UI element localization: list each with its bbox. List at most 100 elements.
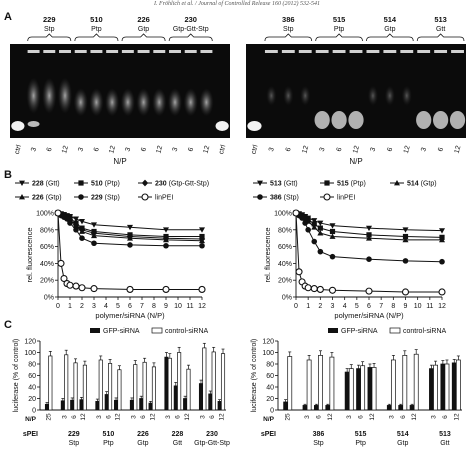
- group-bracket: [168, 33, 213, 42]
- y-tick-label: 120: [262, 339, 274, 346]
- np-tick-label: 12: [453, 413, 460, 421]
- data-point: [311, 238, 318, 245]
- data-point: [73, 222, 79, 228]
- lane-label: ctrl: [250, 144, 259, 155]
- legend-swatch-gfp: [90, 328, 100, 333]
- x-tick-label: 2: [80, 303, 84, 310]
- legend-marker: [19, 180, 25, 186]
- y-axis-label: rel. fluorescence: [263, 227, 272, 282]
- legend-label: 515 (Ptp): [337, 181, 366, 188]
- group-id: 515: [333, 15, 346, 24]
- gel-well: [434, 50, 448, 53]
- data-point: [311, 221, 317, 227]
- data-point: [438, 288, 446, 296]
- data-point: [67, 220, 73, 226]
- gel-smear: [105, 88, 120, 117]
- series-line: [57, 212, 202, 290]
- x-tick-label: 2: [318, 303, 322, 310]
- legend-label: GFP-siRNA: [341, 328, 378, 335]
- legend-id: 230: [155, 181, 169, 188]
- y-tick-label: 100: [24, 350, 36, 357]
- legend-id: 515: [337, 181, 351, 188]
- lane-label: 6: [336, 147, 344, 153]
- gel-band: [348, 111, 364, 129]
- lane-label: 3: [30, 147, 38, 153]
- legend-label: 228 (Gtt): [32, 181, 60, 188]
- data-point: [317, 220, 324, 227]
- bar-gfp-sirna: [283, 401, 289, 411]
- lane-label: ctrl: [14, 144, 23, 155]
- gel-smear: [283, 85, 294, 106]
- bar-control-sirna: [220, 353, 226, 411]
- lane-label: 12: [403, 145, 412, 154]
- data-point: [310, 285, 318, 293]
- bar-gfp-sirna: [302, 405, 308, 411]
- np-tick-label: 6: [71, 415, 78, 419]
- data-point: [54, 209, 62, 217]
- data-point: [163, 227, 169, 233]
- data-point: [302, 220, 308, 226]
- gel-smear: [183, 88, 198, 117]
- np-tick-label: 12: [149, 413, 156, 421]
- data-point: [127, 242, 133, 248]
- data-point: [66, 281, 74, 289]
- y-tick-label: 0: [32, 408, 36, 415]
- gel-smear: [266, 85, 277, 106]
- legend-name: (Gtp): [46, 195, 62, 202]
- data-point: [127, 235, 133, 241]
- data-point: [199, 242, 205, 249]
- bar-control-sirna: [318, 355, 323, 411]
- group-sublabel: Gtp-Gtt-Stp: [194, 440, 230, 447]
- bar-control-sirna: [64, 354, 69, 411]
- data-point: [199, 227, 205, 233]
- panel-label-a: A: [4, 11, 12, 23]
- group-id: 230: [184, 15, 197, 24]
- data-point: [91, 240, 97, 247]
- gel-smear: [136, 88, 151, 117]
- group-sublabel: Ptp: [103, 440, 114, 447]
- bar-gfp-sirna: [217, 401, 222, 411]
- gel-well: [153, 50, 166, 53]
- bar-control-sirna: [98, 359, 103, 411]
- data-point: [366, 235, 372, 241]
- np-tick-label: 3: [388, 415, 395, 419]
- gel-well: [417, 50, 431, 53]
- group-label: 510: [103, 431, 115, 438]
- y-tick-label: 80%: [40, 227, 54, 234]
- data-point: [199, 237, 205, 244]
- group-bracket: [74, 33, 119, 42]
- legend-marker: [19, 194, 25, 200]
- data-point: [299, 215, 305, 221]
- x-tick-label: 5: [116, 303, 120, 310]
- x-tick-label: 10: [174, 303, 182, 310]
- x-axis-label: polymer/siRNA (N/P): [334, 311, 404, 320]
- y-tick-label: 100%: [274, 211, 292, 218]
- data-point: [305, 227, 311, 233]
- data-point: [198, 285, 206, 293]
- data-point: [163, 236, 169, 243]
- x-tick-label: 7: [379, 303, 383, 310]
- data-point: [439, 258, 445, 265]
- gel-well: [451, 50, 464, 53]
- y-tick-label: 80%: [278, 227, 292, 234]
- bar-gfp-sirna: [356, 368, 361, 411]
- lane-label: 12: [301, 145, 310, 154]
- bar-gfp-sirna: [173, 385, 178, 411]
- gel-smear: [120, 88, 135, 117]
- legend-id: 228: [32, 181, 46, 188]
- legend-name: (Stp): [284, 195, 299, 202]
- gel-well: [366, 50, 380, 53]
- gel-smear: [152, 88, 167, 117]
- bar-control-sirna: [108, 363, 113, 411]
- x-tick-label: 8: [391, 303, 395, 310]
- np-tick-label: 6: [358, 415, 365, 419]
- np-tick-label: 12: [115, 413, 122, 421]
- lane-label: 12: [108, 145, 117, 154]
- np-tick-label: 3: [431, 415, 438, 419]
- data-point: [317, 225, 323, 231]
- y-tick-label: 100%: [36, 211, 54, 218]
- group-id: 386: [282, 15, 295, 24]
- data-point: [402, 227, 409, 233]
- np-tick-label: 3: [346, 415, 353, 419]
- x-tick-label: 1: [68, 303, 72, 310]
